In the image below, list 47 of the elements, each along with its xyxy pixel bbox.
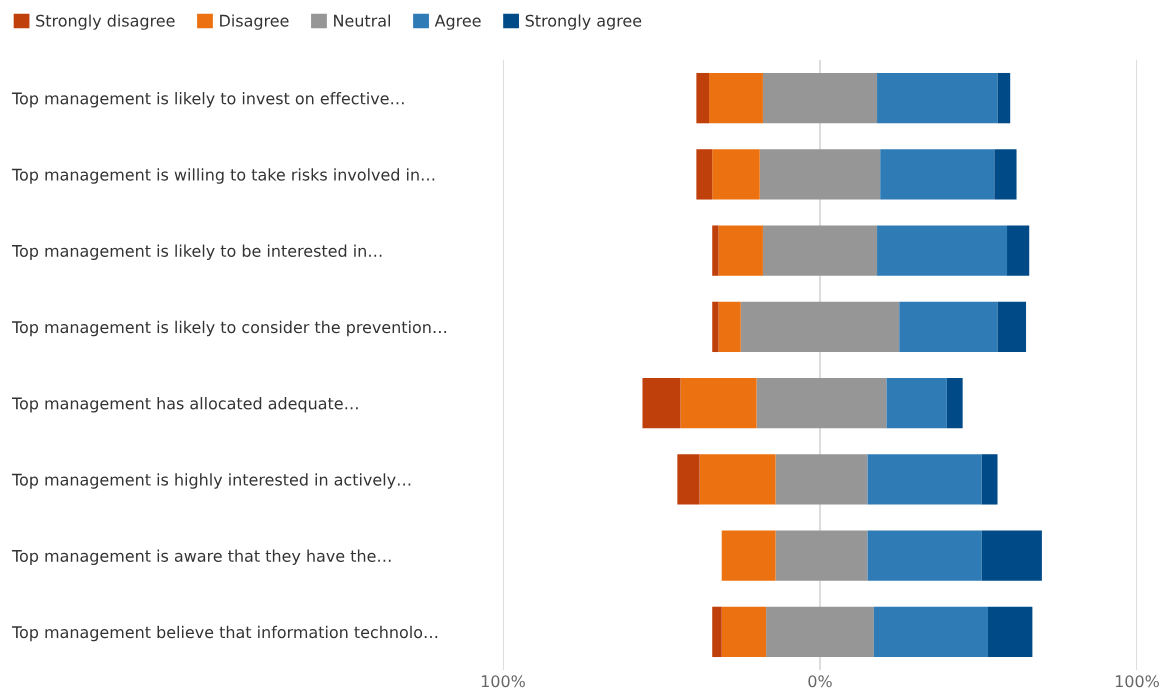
x-tick-label: 0%: [808, 675, 832, 688]
y-tick-label: Top management has allocated adequate…: [11, 397, 358, 413]
bar: [880, 149, 995, 200]
y-tick-label: Top management is likely to consider the prevention…: [11, 320, 447, 337]
bar: [696, 72, 710, 124]
bar: [712, 225, 719, 276]
bar: [712, 149, 760, 200]
bar: [642, 377, 681, 429]
y-tick-label: Top management is aware that they have the…: [11, 549, 391, 566]
bar: [994, 149, 1017, 200]
legend-label: Disagree: [220, 14, 289, 30]
y-tick-label: Top management is willing to take risks involved in…: [11, 168, 435, 184]
bar: [712, 301, 719, 353]
y-tick-label: Top management is highly interested in actively…: [11, 473, 411, 489]
bar: [1007, 225, 1030, 276]
bar: [997, 72, 1011, 124]
bar: [712, 606, 722, 658]
bar: [877, 225, 1008, 276]
x-tick-label: 100%: [481, 675, 525, 688]
y-tick-label: Top management is likely to invest on effective…: [11, 92, 404, 108]
legend-label: Strongly disagree: [36, 14, 175, 30]
bar: [721, 606, 767, 658]
bar: [886, 377, 947, 429]
bar: [867, 454, 982, 505]
bar: [680, 377, 757, 429]
y-tick-label: Top management believe that information technolo…: [11, 625, 438, 642]
legend-label: Agree: [434, 14, 481, 30]
bar: [696, 149, 713, 200]
bar: [718, 301, 741, 353]
bar: [899, 301, 998, 353]
bar: [988, 606, 1033, 658]
bar: [721, 530, 776, 581]
x-tick-label: 100%: [1115, 675, 1159, 688]
bar: [677, 454, 700, 505]
bar: [699, 454, 776, 505]
legend-label: Strongly agree: [525, 14, 642, 30]
bar: [709, 72, 763, 124]
bar: [997, 301, 1027, 353]
y-tick-label: Top management is likely to be interested in…: [11, 244, 382, 261]
legend-label: Neutral: [334, 14, 390, 27]
bar: [981, 454, 998, 505]
bar: [946, 377, 963, 429]
bar: [981, 530, 1042, 581]
bar: [873, 606, 989, 658]
bar: [718, 225, 763, 276]
bar: [867, 530, 982, 581]
bar: [877, 72, 998, 124]
